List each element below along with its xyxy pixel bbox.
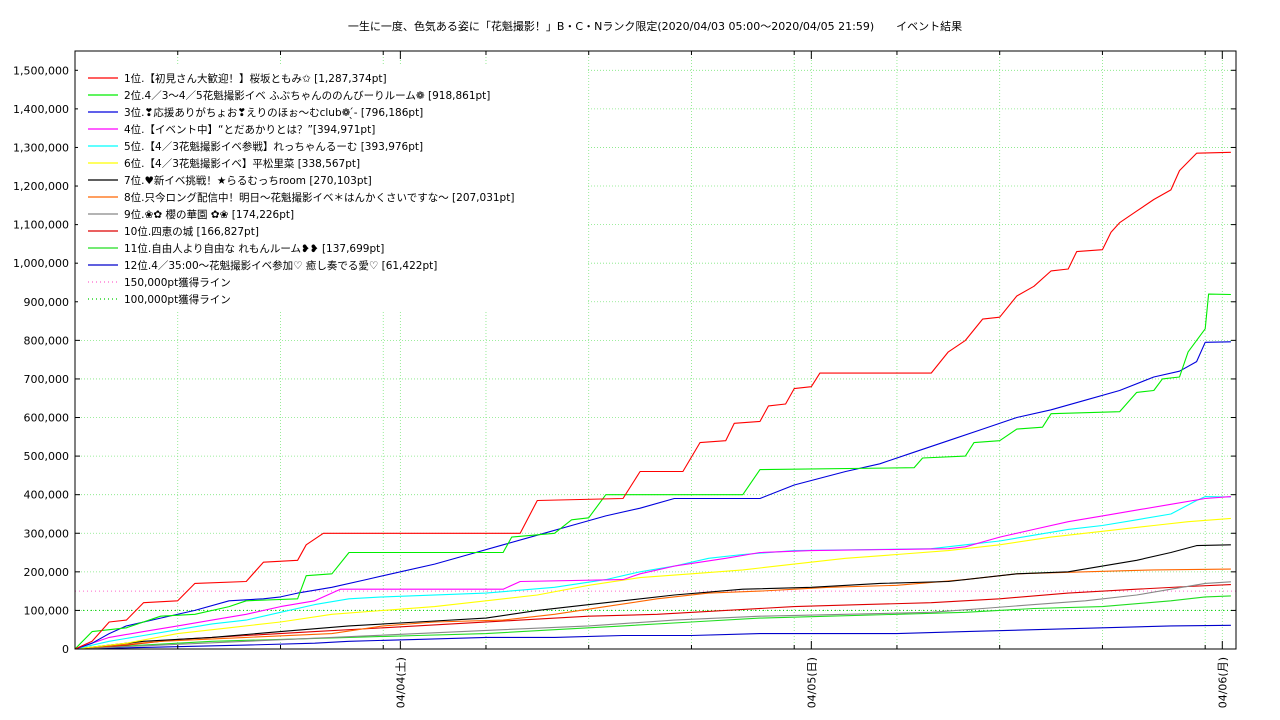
- y-tick-label: 300,000: [24, 527, 70, 540]
- series-line: [74, 496, 1231, 650]
- plot-frame: [74, 50, 1237, 650]
- legend-box: [78, 64, 586, 310]
- legend-label: 12位.4／35:00〜花魁撮影イベ参加♡ 癒し奏でる愛♡ [61,422pt]: [124, 259, 437, 272]
- y-tick-label: 700,000: [24, 373, 70, 386]
- y-tick-label: 600,000: [24, 412, 70, 425]
- legend-label: 11位.自由人より自由な れもんルーム❥❥ [137,699pt]: [124, 242, 384, 255]
- legend-label: 7位.♥新イベ挑戦！★らるむっちroom [270,103pt]: [124, 174, 372, 187]
- series-line: [74, 341, 1231, 650]
- y-tick-label: 1,200,000: [13, 180, 69, 193]
- series-lines: [74, 151, 1231, 650]
- legend-label: 2位.4／3〜4／5花魁撮影イベ ふぶちゃんののんびーりルーム❁ [918,86…: [124, 89, 490, 102]
- x-axis: 04/04(土) 04/05(日) 04/06(月): [74, 51, 1229, 708]
- series-line: [74, 581, 1231, 650]
- legend-label: 6位.【4／3花魁撮影イベ】平松里菜 [338,567pt]: [124, 157, 360, 170]
- y-tick-label: 200,000: [24, 566, 70, 579]
- y-tick-label: 800,000: [24, 334, 70, 347]
- y-tick-label: 1,300,000: [13, 141, 69, 154]
- series-line: [74, 544, 1231, 650]
- x-tick-label: 04/06(月): [1216, 657, 1229, 708]
- series-line: [74, 293, 1231, 650]
- x-tick-label: 04/05(日): [805, 657, 818, 708]
- y-tick-label: 500,000: [24, 450, 70, 463]
- legend-label: 9位.❀✿ 櫻の華園 ✿❀ [174,226pt]: [124, 208, 294, 221]
- series-line: [74, 151, 1231, 650]
- series-line: [74, 624, 1231, 650]
- series-line: [74, 517, 1231, 650]
- y-tick-label: 900,000: [24, 296, 70, 309]
- y-tick-label: 1,400,000: [13, 103, 69, 116]
- y-tick-label: 100,000: [24, 604, 70, 617]
- y-tick-label: 0: [62, 643, 69, 656]
- legend-label: 4位.【イベント中】“とだあかりとは？”[394,971pt]: [124, 123, 375, 136]
- legend-label: 10位.四恵の城 [166,827pt]: [124, 225, 259, 238]
- y-tick-label: 1,000,000: [13, 257, 69, 270]
- y-tick-label: 1,500,000: [13, 64, 69, 77]
- y-tick-label: 1,100,000: [13, 219, 69, 232]
- legend-label: 8位.只今ロング配信中！明日〜花魁撮影イベ＊はんかくさいですな〜 [207,03…: [124, 191, 514, 204]
- y-axis: 0 100,000 200,000 300,000 400,000 500,000 600,…: [13, 64, 1236, 656]
- reference-lines: [75, 590, 1236, 611]
- legend-label: 3位.❣応援ありがちょお❣えりのほぉ〜むclub❁ ̖́- [796,186pt…: [124, 106, 423, 119]
- legend-label: 100,000pt獲得ライン: [124, 293, 231, 306]
- legend-label: 5位.【4／3花魁撮影イベ参戦】れっちゃんるーむ [393,976pt]: [124, 140, 423, 153]
- y-tick-label: 400,000: [24, 489, 70, 502]
- chart-title: 一生に一度、色気ある姿に「花魁撮影！」B・C・Nランク限定(2020/04/03…: [348, 19, 962, 33]
- legend-label: 150,000pt獲得ライン: [124, 276, 231, 289]
- legend: 1位.【初見さん大歓迎！】桜坂ともみ✩ [1,287,374pt] 2位.4／3〜…: [78, 64, 586, 310]
- x-tick-label: 04/04(土): [394, 657, 407, 708]
- series-line: [74, 584, 1231, 650]
- legend-label: 1位.【初見さん大歓迎！】桜坂ともみ✩ [1,287,374pt]: [124, 72, 387, 85]
